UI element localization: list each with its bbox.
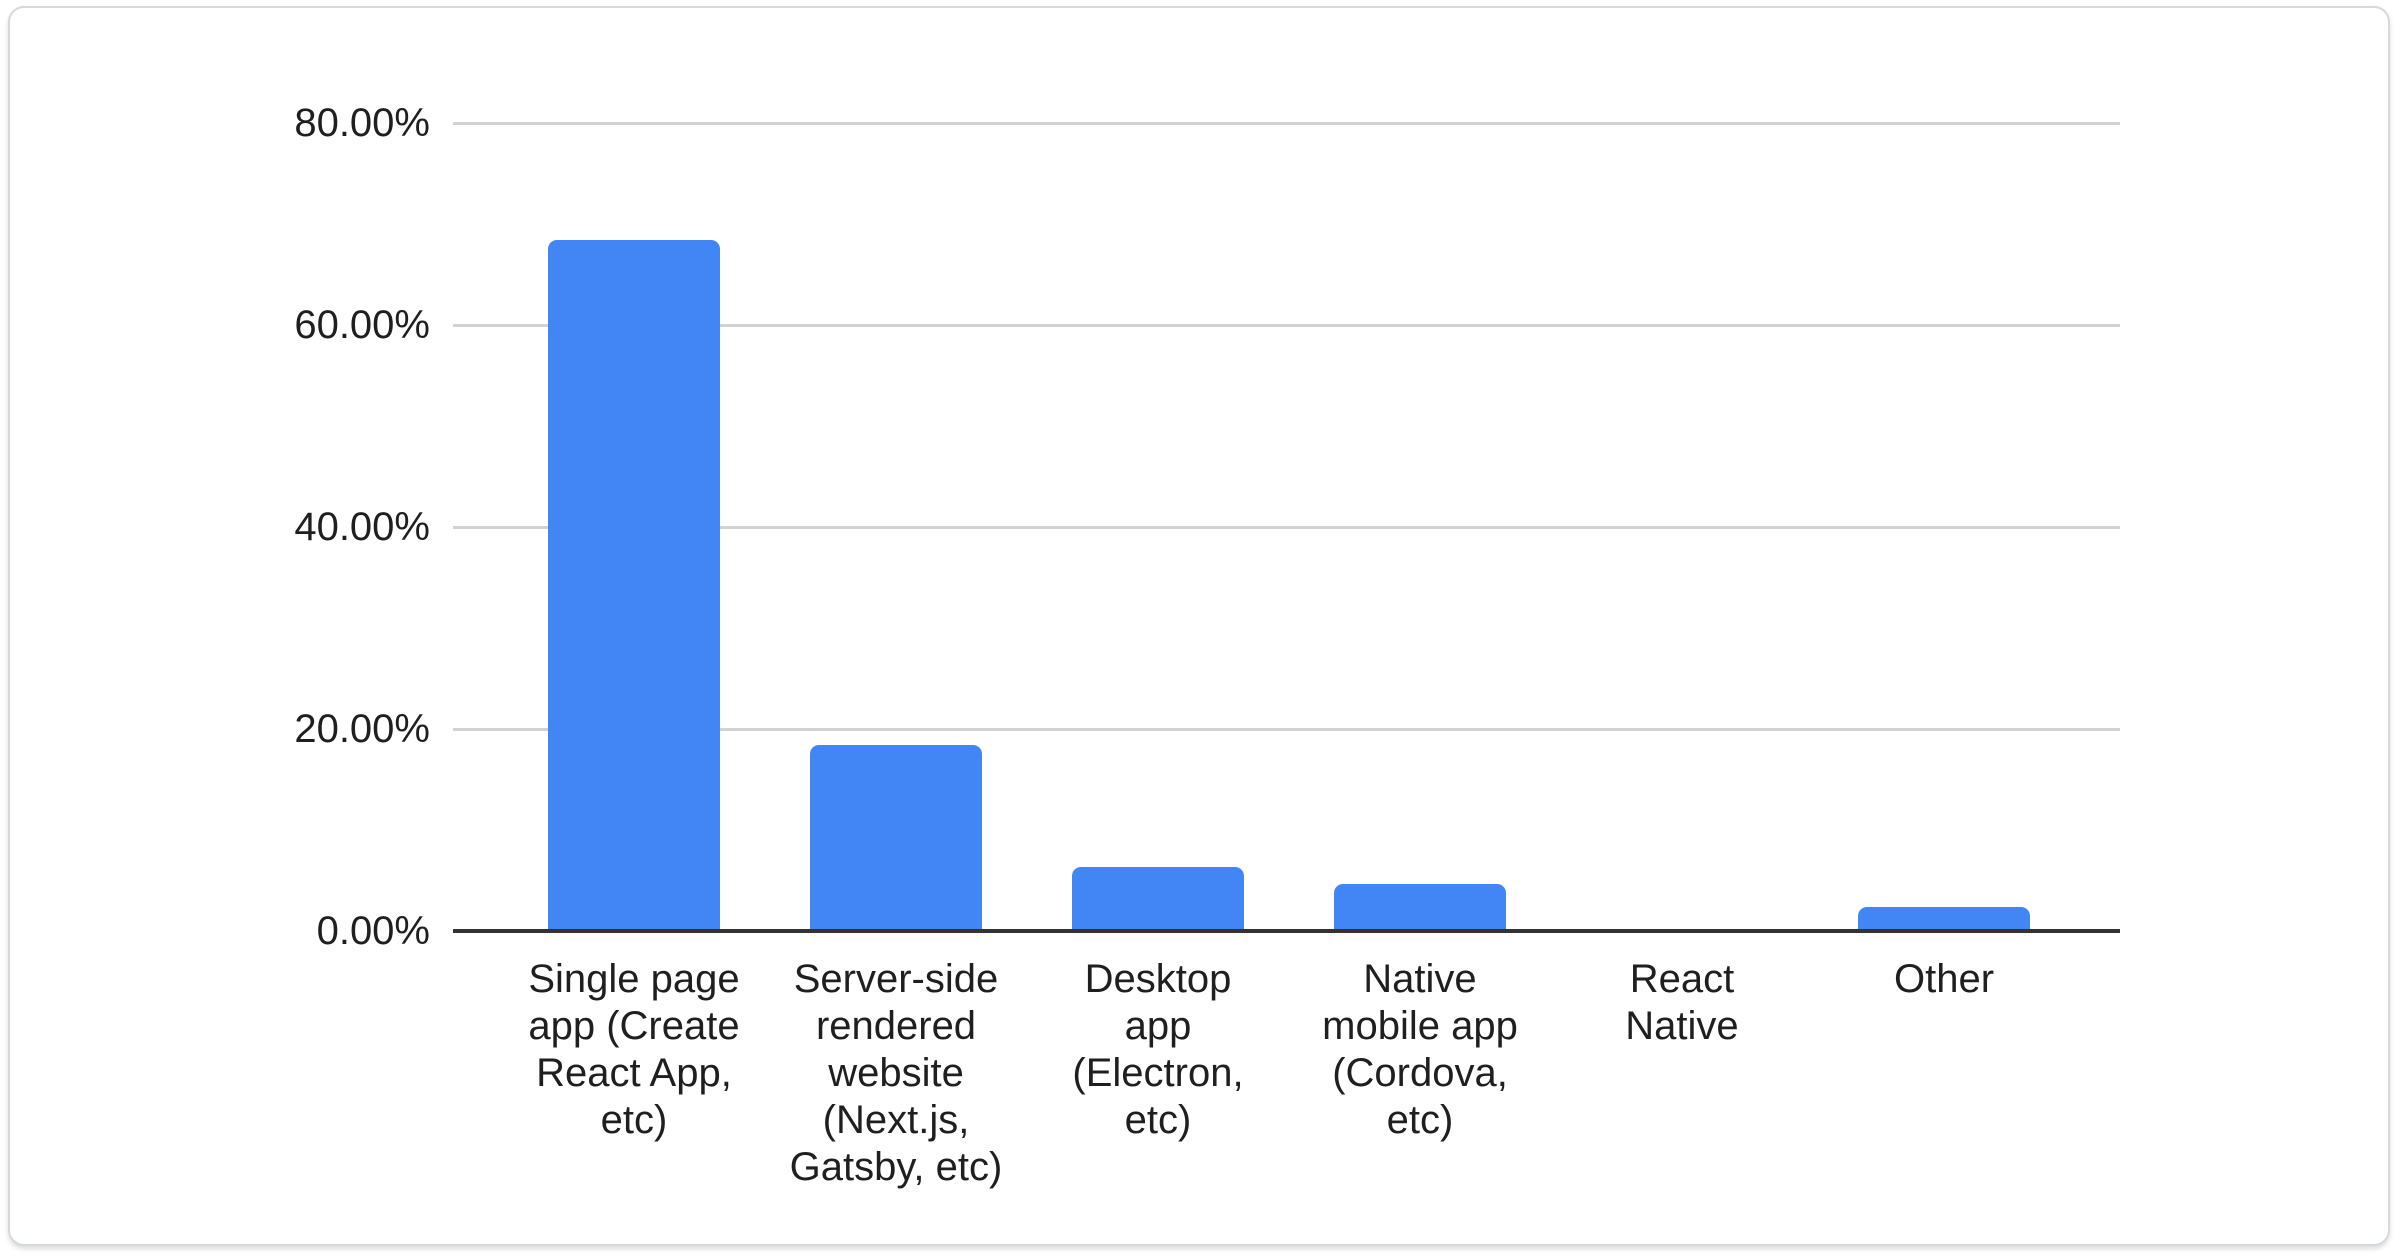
x-axis-category-label: Native mobile app (Cordova, etc) (1322, 957, 1518, 1142)
x-axis-line (453, 929, 2120, 933)
x-axis-category-label: Server-side rendered website (Next.js, G… (789, 957, 1003, 1189)
y-axis-tick-label: 20.00% (294, 707, 430, 751)
plot-area (10, 8, 2388, 1244)
x-axis-category-label: React Native (1625, 957, 1739, 1048)
x-axis-category-label: Desktop app (Electron, etc) (1072, 957, 1244, 1142)
bar-0 (548, 240, 720, 931)
x-axis-category-label: Single page app (Create React App, etc) (528, 957, 740, 1142)
bar-3 (1334, 884, 1506, 931)
y-axis-tick-label: 60.00% (294, 303, 430, 347)
bar-5 (1858, 907, 2030, 931)
y-axis-tick-label: 40.00% (294, 505, 430, 549)
gridline (453, 324, 2120, 327)
gridline (453, 122, 2120, 125)
y-axis-tick-label: 0.00% (316, 909, 430, 953)
bar-2 (1072, 867, 1244, 931)
gridline (453, 728, 2120, 731)
chart-card: 80.00% 60.00% 40.00% 20.00% 0.00% Single pag… (8, 6, 2390, 1246)
gridline (453, 526, 2120, 529)
y-axis-tick-label: 80.00% (294, 101, 430, 145)
bar-1 (810, 745, 982, 931)
x-axis-category-label: Other (1893, 957, 1995, 1001)
